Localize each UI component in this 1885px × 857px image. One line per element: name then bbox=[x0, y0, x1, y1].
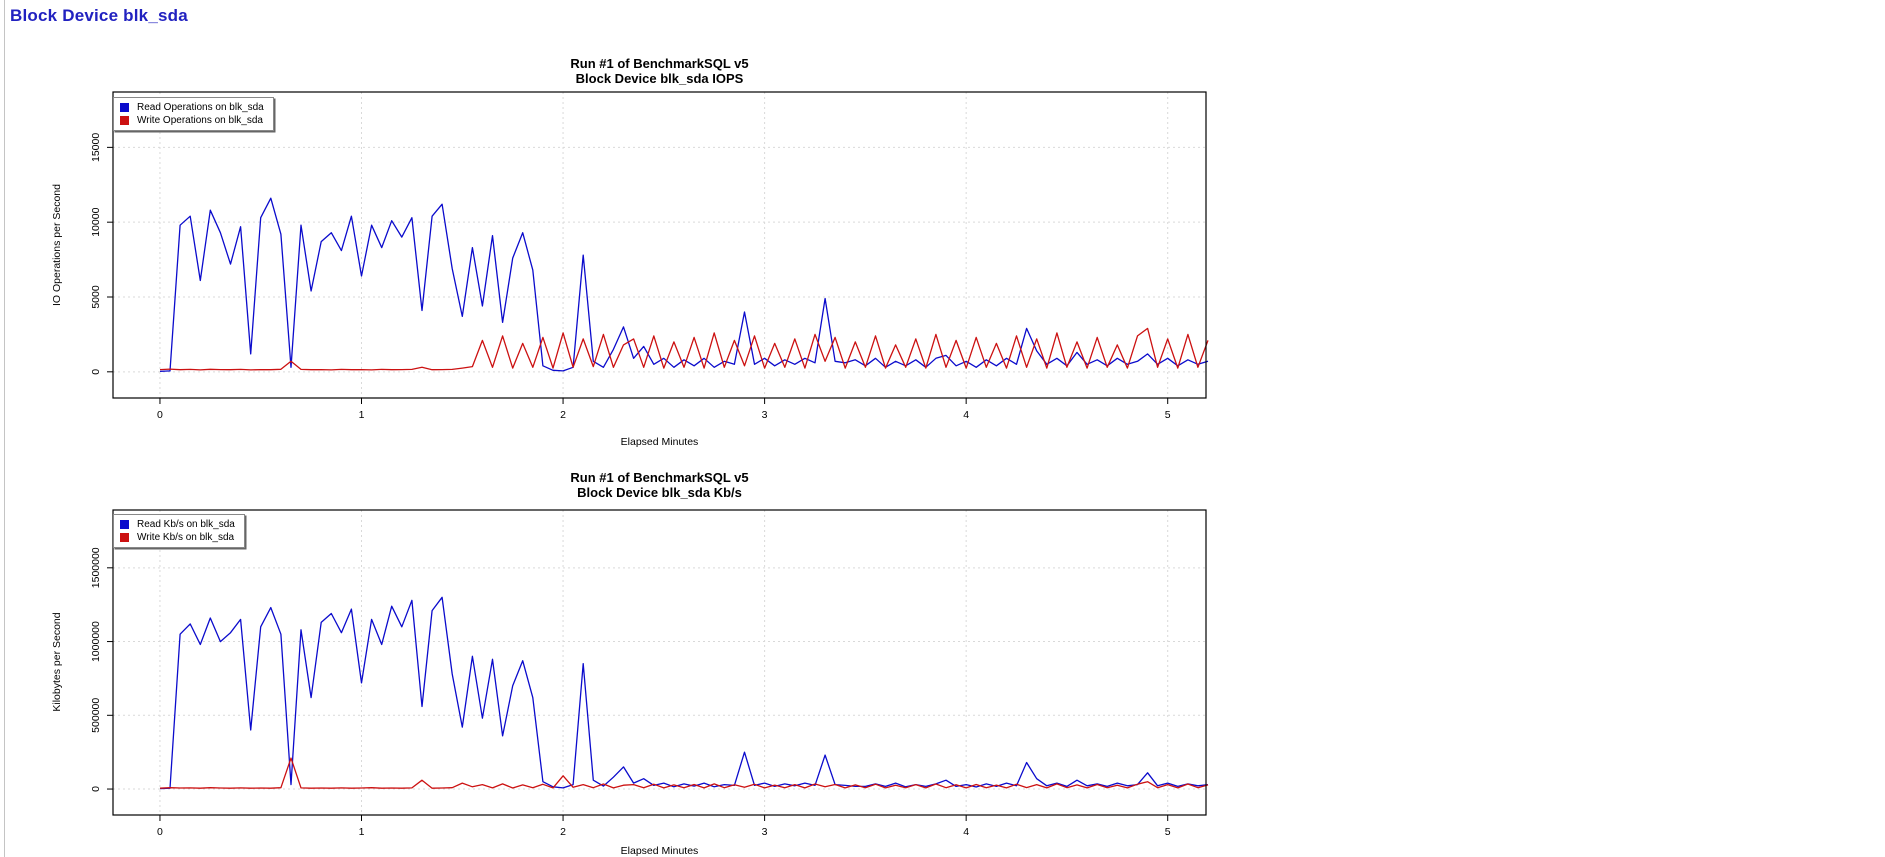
svg-text:3: 3 bbox=[762, 826, 768, 838]
svg-text:0: 0 bbox=[90, 369, 102, 375]
svg-text:4: 4 bbox=[963, 826, 969, 838]
legend-label: Write Operations on blk_sda bbox=[137, 115, 263, 126]
svg-text:5000: 5000 bbox=[90, 285, 102, 309]
svg-text:1500000: 1500000 bbox=[90, 547, 102, 588]
page-title: Block Device blk_sda bbox=[10, 6, 188, 25]
legend-entry-read: Read Operations on blk_sda bbox=[120, 101, 264, 114]
svg-text:2: 2 bbox=[560, 826, 566, 838]
svg-text:15000: 15000 bbox=[90, 133, 102, 162]
chart-title-line1: Run #1 of BenchmarkSQL v5 bbox=[570, 470, 749, 485]
svg-text:4: 4 bbox=[963, 409, 969, 421]
chart-title-line1: Run #1 of BenchmarkSQL v5 bbox=[570, 56, 749, 71]
write-series-swatch-icon bbox=[120, 533, 129, 542]
svg-text:10000: 10000 bbox=[90, 207, 102, 236]
chart-title: Run #1 of BenchmarkSQL v5 Block Device b… bbox=[113, 56, 1206, 86]
svg-text:3: 3 bbox=[762, 409, 768, 421]
read-series-swatch-icon bbox=[120, 520, 129, 529]
iops-chart: 0 1 2 3 4 5 0 5000 10000 15000 Run #1 of Benchmar… bbox=[0, 48, 1240, 452]
legend-label: Read Operations on blk_sda bbox=[137, 102, 264, 113]
svg-text:5: 5 bbox=[1165, 409, 1171, 421]
legend: Read Kb/s on blk_sda Write Kb/s on blk_s… bbox=[113, 514, 245, 548]
svg-text:2: 2 bbox=[560, 409, 566, 421]
legend-entry-write: Write Kb/s on blk_sda bbox=[120, 531, 235, 544]
kbps-plot: 0 1 2 3 4 5 0 500000 1000000 1500000 bbox=[90, 509, 1209, 838]
read-series-swatch-icon bbox=[120, 103, 129, 112]
svg-text:0: 0 bbox=[90, 786, 102, 792]
y-axis-label: Kilobytes per Second bbox=[51, 612, 63, 712]
legend-label: Write Kb/s on blk_sda bbox=[137, 532, 235, 543]
chart-title: Run #1 of BenchmarkSQL v5 Block Device b… bbox=[113, 470, 1206, 500]
svg-text:1: 1 bbox=[359, 409, 365, 421]
svg-text:5: 5 bbox=[1165, 826, 1171, 838]
svg-text:1000000: 1000000 bbox=[90, 621, 102, 662]
y-axis-label: IO Operations per Second bbox=[51, 184, 63, 306]
chart-title-line2: Block Device blk_sda Kb/s bbox=[577, 485, 742, 500]
svg-text:0: 0 bbox=[157, 409, 163, 421]
legend: Read Operations on blk_sda Write Operati… bbox=[113, 97, 274, 131]
legend-entry-write: Write Operations on blk_sda bbox=[120, 114, 264, 127]
legend-label: Read Kb/s on blk_sda bbox=[137, 519, 235, 530]
iops-plot: 0 1 2 3 4 5 0 5000 10000 15000 bbox=[90, 91, 1209, 421]
svg-text:0: 0 bbox=[157, 826, 163, 838]
chart-title-line2: Block Device blk_sda IOPS bbox=[575, 71, 744, 86]
write-series-swatch-icon bbox=[120, 116, 129, 125]
kbps-chart: 0 1 2 3 4 5 0 500000 1000000 1500000 Run #1 of Be… bbox=[0, 462, 1240, 857]
window-edge bbox=[4, 0, 5, 857]
x-axis-label: Elapsed Minutes bbox=[620, 845, 699, 857]
svg-text:1: 1 bbox=[359, 826, 365, 838]
svg-text:500000: 500000 bbox=[90, 698, 102, 733]
x-axis-label: Elapsed Minutes bbox=[620, 436, 699, 448]
legend-entry-read: Read Kb/s on blk_sda bbox=[120, 518, 235, 531]
